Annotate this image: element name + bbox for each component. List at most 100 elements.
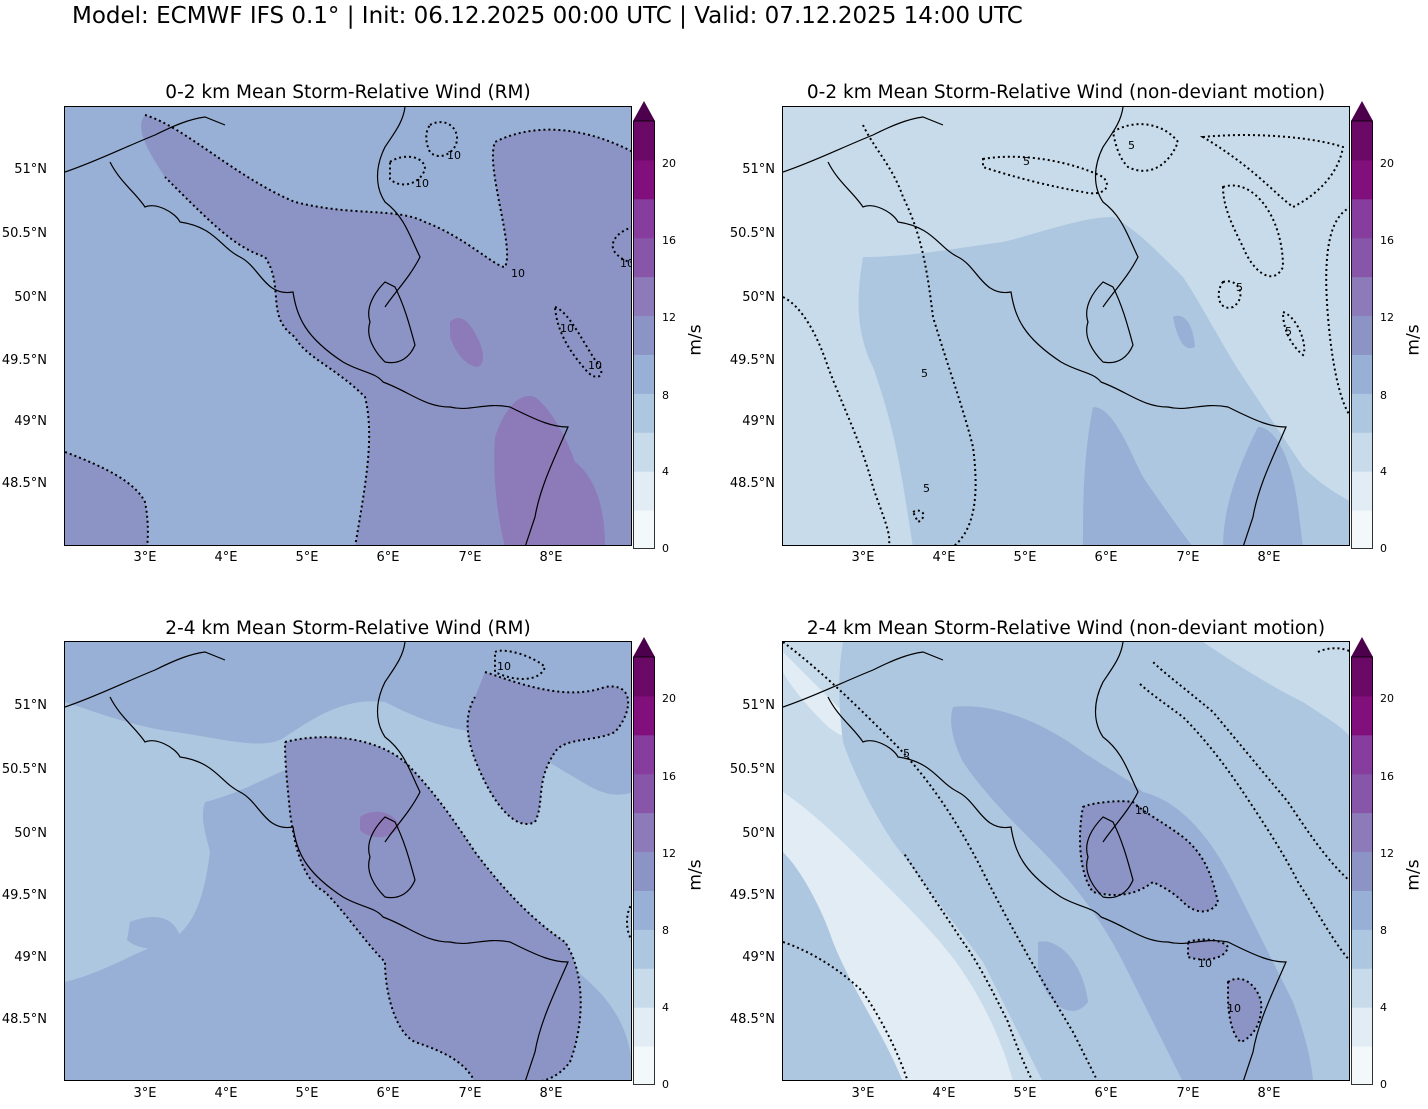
colorbar-band <box>1351 851 1373 891</box>
contour-label: 5 <box>903 747 910 760</box>
lon-tick: 6°E <box>1094 550 1118 565</box>
contour-label: 5 <box>921 367 928 380</box>
colorbar-band <box>1351 393 1373 433</box>
colorbar-band <box>633 471 655 511</box>
colorbar-tick: 16 <box>662 234 676 247</box>
colorbar-tick: 8 <box>1380 389 1387 402</box>
contour-10 <box>626 903 631 941</box>
map-area[interactable]: 10 10 10 10 10 10 <box>64 106 632 546</box>
lat-tick: 50°N <box>14 290 47 305</box>
lat-tick: 48.5°N <box>1 476 47 491</box>
contour-label: 10 <box>560 322 574 335</box>
colorbar-unit-label: m/s <box>1403 324 1424 356</box>
lon-tick: 5°E <box>1013 1086 1037 1101</box>
contour-label: 5 <box>1285 325 1292 338</box>
colorbar-band <box>633 851 655 891</box>
colorbar-extend-arrow <box>1351 101 1373 121</box>
field-band-10-12 <box>1228 978 1262 1042</box>
colorbar-tick: 20 <box>662 157 676 170</box>
colorbar-tick: 0 <box>662 1078 669 1091</box>
colorbar-outline <box>633 120 655 549</box>
colorbar-tick: 16 <box>1380 234 1394 247</box>
lat-tick: 50.5°N <box>729 762 775 777</box>
contour-10 <box>466 671 629 825</box>
border <box>1094 107 1139 308</box>
colorbar-band <box>1351 276 1373 317</box>
colorbar-unit-label: m/s <box>1403 859 1424 891</box>
contour-label: 5 <box>923 482 930 495</box>
lat-tick: 50.5°N <box>1 762 47 777</box>
colorbar-tick: 12 <box>1380 311 1394 324</box>
border <box>827 696 1287 1080</box>
border <box>1086 281 1134 364</box>
contour-10 <box>144 114 631 269</box>
field-band-10-12 <box>1188 939 1228 960</box>
field-band-6-8 <box>858 217 1349 545</box>
lat-tick: 49°N <box>742 414 775 429</box>
colorbar-band <box>1351 1046 1373 1086</box>
contour-10 <box>1187 938 1230 961</box>
map-area[interactable]: 10 <box>64 641 632 1081</box>
lat-tick: 49.5°N <box>729 353 775 368</box>
lon-tick: 6°E <box>376 1086 400 1101</box>
contour-10 <box>284 741 475 1080</box>
lat-tick: 49°N <box>14 414 47 429</box>
colorbar-band <box>633 812 655 853</box>
colorbar-band <box>633 657 655 697</box>
colorbar-tick: 20 <box>1380 692 1394 705</box>
colorbar-tick: 12 <box>662 311 676 324</box>
contour-label: 10 <box>415 177 429 190</box>
contour-10 <box>164 176 371 545</box>
colorbar-band <box>633 198 655 239</box>
colorbar-band <box>633 1046 655 1086</box>
colorbar-band <box>1351 354 1373 394</box>
contour-label: 10 <box>588 359 602 372</box>
colorbar-band <box>1351 812 1373 853</box>
contour-5 <box>902 851 1034 1080</box>
field-band-8-10 <box>1223 427 1303 545</box>
colorbar-band <box>1351 237 1373 278</box>
panel-title: 0-2 km Mean Storm-Relative Wind (non-dev… <box>806 82 1326 103</box>
contour-label: 10 <box>511 267 525 280</box>
border <box>376 107 421 308</box>
colorbar-band <box>633 354 655 394</box>
lon-tick: 4°E <box>932 1086 956 1101</box>
lon-tick: 7°E <box>1176 550 1200 565</box>
colorbar-band <box>1351 198 1373 239</box>
contour-10 <box>284 736 582 1080</box>
lon-tick: 6°E <box>376 550 400 565</box>
colorbar-tick: 0 <box>1380 1078 1387 1091</box>
lat-tick: 51°N <box>742 698 775 713</box>
colorbar-tick: 8 <box>662 389 669 402</box>
lat-tick: 50.5°N <box>729 226 775 241</box>
lat-tick: 50°N <box>742 290 775 305</box>
field-band-6-8 <box>783 852 903 1080</box>
coastline <box>783 651 944 708</box>
colorbar-band <box>1351 159 1373 200</box>
border <box>368 816 416 899</box>
field-band-8-10 <box>1173 315 1195 349</box>
colorbar-unit-label: m/s <box>685 859 706 891</box>
field-band-12-14 <box>360 811 400 838</box>
lon-tick: 5°E <box>295 1086 319 1101</box>
contour-label: 10 <box>1227 1002 1241 1015</box>
colorbar-band <box>1351 315 1373 355</box>
lat-tick: 49.5°N <box>1 353 47 368</box>
map-area[interactable]: 5 5 5 5 5 5 <box>782 106 1350 546</box>
contour-5 <box>1152 661 1349 882</box>
lon-tick: 7°E <box>1176 1086 1200 1101</box>
contour-5 <box>862 124 977 545</box>
lon-tick: 3°E <box>851 1086 875 1101</box>
field-band-10-12 <box>1080 801 1218 912</box>
map-area[interactable]: 5 10 10 10 <box>782 641 1350 1081</box>
lat-tick: 51°N <box>742 162 775 177</box>
colorbar-extend-arrow <box>633 101 655 121</box>
lon-tick: 3°E <box>133 550 157 565</box>
colorbar-tick: 0 <box>1380 542 1387 555</box>
colorbar-outline <box>1351 656 1373 1085</box>
coastline <box>783 116 944 173</box>
colorbar-band <box>633 159 655 200</box>
contour-5 <box>1317 647 1349 653</box>
colorbar-band <box>633 432 655 472</box>
colorbar-tick: 0 <box>662 542 669 555</box>
